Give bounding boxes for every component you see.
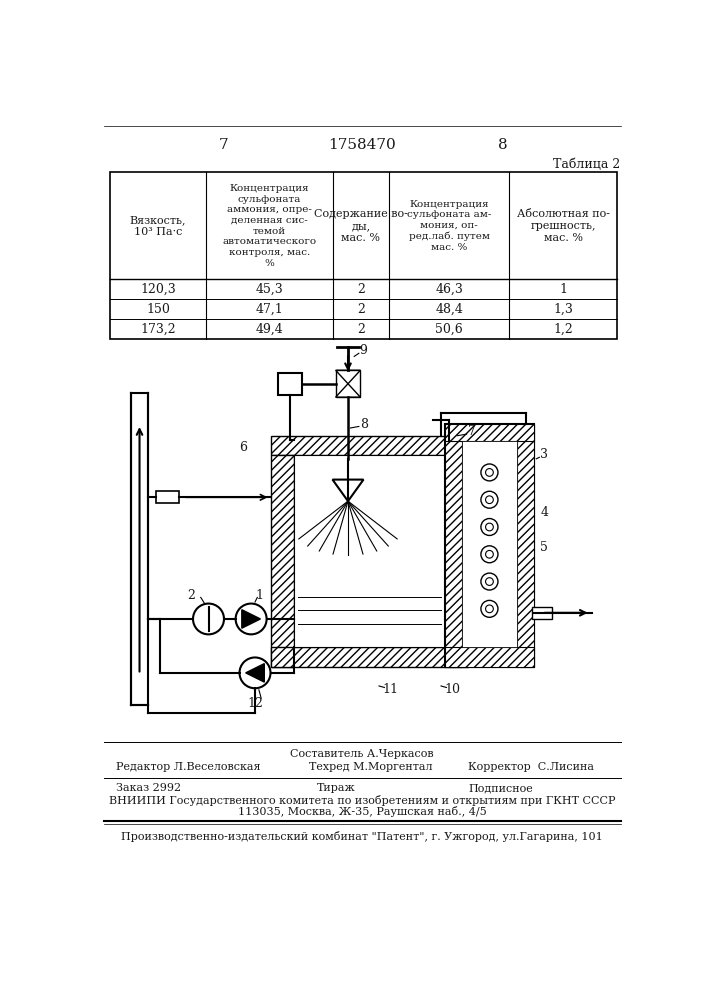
Text: Содержание во-
ды,
мас. %: Содержание во- ды, мас. % — [314, 209, 408, 243]
Bar — [445, 424, 534, 441]
Text: 1,2: 1,2 — [553, 323, 573, 336]
Text: 4: 4 — [540, 506, 548, 519]
Text: Тираж: Тираж — [317, 783, 356, 793]
Circle shape — [193, 604, 224, 634]
Circle shape — [481, 491, 498, 508]
Bar — [532, 607, 552, 619]
Bar — [517, 424, 534, 667]
Circle shape — [235, 604, 267, 634]
Text: 120,3: 120,3 — [140, 283, 176, 296]
Polygon shape — [336, 384, 361, 397]
Text: 45,3: 45,3 — [255, 283, 284, 296]
Text: Техред М.Моргентал: Техред М.Моргентал — [309, 762, 433, 772]
Text: Корректор  С.Лисина: Корректор С.Лисина — [468, 762, 594, 772]
Polygon shape — [242, 610, 260, 628]
Polygon shape — [332, 480, 363, 501]
Bar — [271, 436, 445, 455]
Text: 46,3: 46,3 — [436, 283, 463, 296]
Text: 7: 7 — [219, 138, 229, 152]
Text: 12: 12 — [247, 697, 263, 710]
Text: Концентрация
сульфоната
аммония, опре-
деленная сис-
темой
автоматического
контр: Концентрация сульфоната аммония, опре- д… — [222, 184, 317, 268]
Text: 47,1: 47,1 — [255, 303, 284, 316]
Circle shape — [481, 546, 498, 563]
Text: Производственно-издательский комбинат "Патент", г. Ужгород, ул.Гагарина, 101: Производственно-издательский комбинат "П… — [121, 831, 603, 842]
Circle shape — [240, 657, 271, 688]
Text: 5: 5 — [540, 541, 548, 554]
Bar — [462, 441, 517, 647]
Text: 10: 10 — [445, 683, 461, 696]
Text: Таблица 2: Таблица 2 — [554, 158, 621, 171]
Bar — [293, 455, 445, 647]
Text: 11: 11 — [383, 683, 399, 696]
Text: 2: 2 — [187, 589, 194, 602]
Text: ВНИИПИ Государственного комитета по изобретениям и открытиям при ГКНТ СССР: ВНИИПИ Государственного комитета по изоб… — [109, 795, 615, 806]
Text: 6: 6 — [240, 441, 247, 454]
Bar — [336, 370, 361, 397]
Text: 7: 7 — [468, 425, 476, 438]
Text: 1: 1 — [559, 283, 567, 296]
Bar — [271, 647, 468, 667]
Circle shape — [481, 519, 498, 535]
Circle shape — [481, 573, 498, 590]
Text: 50,6: 50,6 — [436, 323, 463, 336]
Text: 2: 2 — [357, 283, 365, 296]
Text: 48,4: 48,4 — [436, 303, 463, 316]
Bar — [279, 373, 301, 395]
Text: 8: 8 — [498, 138, 508, 152]
Text: 113035, Москва, Ж-35, Раушская наб., 4/5: 113035, Москва, Ж-35, Раушская наб., 4/5 — [238, 806, 486, 817]
Bar — [156, 491, 179, 503]
Text: Редактор Л.Веселовская: Редактор Л.Веселовская — [115, 762, 260, 772]
Circle shape — [481, 464, 498, 481]
Text: 2: 2 — [357, 323, 365, 336]
Text: 49,4: 49,4 — [255, 323, 284, 336]
Text: Составитель А.Черкасов: Составитель А.Черкасов — [290, 749, 434, 759]
Bar — [445, 424, 534, 667]
Text: 173,2: 173,2 — [140, 323, 176, 336]
Text: Заказ 2992: Заказ 2992 — [115, 783, 180, 793]
Bar — [445, 647, 534, 667]
Polygon shape — [246, 664, 264, 682]
Circle shape — [481, 600, 498, 617]
Text: Концентрация
сульфоната ам-
мония, оп-
ред.лаб. путем
мас. %: Концентрация сульфоната ам- мония, оп- р… — [407, 200, 491, 252]
Bar — [445, 424, 462, 667]
Bar — [110, 172, 617, 339]
Text: Подписное: Подписное — [468, 783, 533, 793]
Text: 1: 1 — [255, 589, 263, 602]
Polygon shape — [336, 370, 361, 384]
Text: 150: 150 — [146, 303, 170, 316]
Text: 1,3: 1,3 — [553, 303, 573, 316]
Text: Вязкость,
10³ Па·с: Вязкость, 10³ Па·с — [130, 215, 187, 237]
Text: 8: 8 — [360, 418, 368, 431]
Text: 1758470: 1758470 — [328, 138, 396, 152]
Text: 2: 2 — [357, 303, 365, 316]
Text: Абсолютная по-
грешность,
мас. %: Абсолютная по- грешность, мас. % — [517, 209, 609, 243]
Bar — [271, 455, 293, 667]
Text: 3: 3 — [540, 448, 548, 461]
Text: 9: 9 — [360, 344, 368, 358]
